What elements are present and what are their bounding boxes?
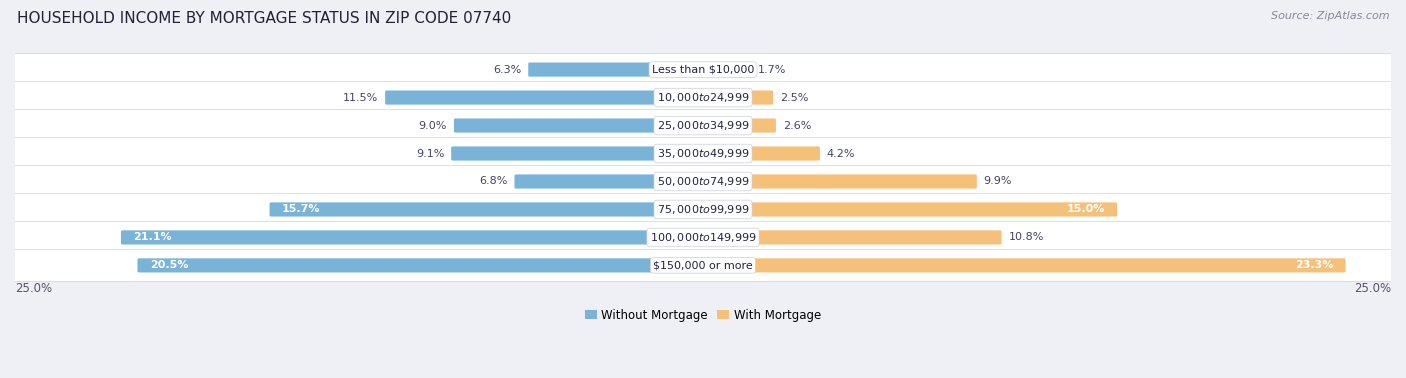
FancyBboxPatch shape [454,118,704,133]
FancyBboxPatch shape [702,174,977,189]
FancyBboxPatch shape [702,90,773,105]
Text: 21.1%: 21.1% [134,232,172,242]
Text: 9.0%: 9.0% [419,121,447,130]
FancyBboxPatch shape [702,258,1346,273]
Text: 15.0%: 15.0% [1066,204,1105,214]
FancyBboxPatch shape [10,249,1396,281]
Text: 25.0%: 25.0% [15,282,52,295]
Text: 1.7%: 1.7% [758,65,786,74]
FancyBboxPatch shape [10,82,1396,113]
FancyBboxPatch shape [702,118,776,133]
Text: 9.1%: 9.1% [416,149,444,158]
Text: 6.3%: 6.3% [494,65,522,74]
FancyBboxPatch shape [270,202,704,217]
Legend: Without Mortgage, With Mortgage: Without Mortgage, With Mortgage [581,304,825,327]
FancyBboxPatch shape [10,138,1396,169]
FancyBboxPatch shape [702,230,1001,245]
FancyBboxPatch shape [702,202,1118,217]
FancyBboxPatch shape [10,54,1396,85]
Text: 23.3%: 23.3% [1295,260,1333,270]
Text: $100,000 to $149,999: $100,000 to $149,999 [650,231,756,244]
Text: HOUSEHOLD INCOME BY MORTGAGE STATUS IN ZIP CODE 07740: HOUSEHOLD INCOME BY MORTGAGE STATUS IN Z… [17,11,512,26]
Text: 2.5%: 2.5% [780,93,808,102]
FancyBboxPatch shape [529,62,704,77]
Text: 6.8%: 6.8% [479,177,508,186]
Text: 4.2%: 4.2% [827,149,855,158]
Text: $75,000 to $99,999: $75,000 to $99,999 [657,203,749,216]
Text: $35,000 to $49,999: $35,000 to $49,999 [657,147,749,160]
Text: 2.6%: 2.6% [783,121,811,130]
FancyBboxPatch shape [385,90,704,105]
FancyBboxPatch shape [138,258,704,273]
Text: 11.5%: 11.5% [343,93,378,102]
FancyBboxPatch shape [121,230,704,245]
Text: $10,000 to $24,999: $10,000 to $24,999 [657,91,749,104]
Text: 20.5%: 20.5% [150,260,188,270]
FancyBboxPatch shape [515,174,704,189]
Text: 15.7%: 15.7% [283,204,321,214]
FancyBboxPatch shape [702,146,820,161]
FancyBboxPatch shape [10,110,1396,141]
Text: Source: ZipAtlas.com: Source: ZipAtlas.com [1271,11,1389,21]
Text: $50,000 to $74,999: $50,000 to $74,999 [657,175,749,188]
Text: 25.0%: 25.0% [1354,282,1391,295]
Text: 9.9%: 9.9% [984,177,1012,186]
Text: Less than $10,000: Less than $10,000 [652,65,754,74]
Text: 10.8%: 10.8% [1008,232,1043,242]
Text: $150,000 or more: $150,000 or more [654,260,752,270]
FancyBboxPatch shape [10,166,1396,197]
FancyBboxPatch shape [10,222,1396,253]
FancyBboxPatch shape [10,194,1396,225]
Text: $25,000 to $34,999: $25,000 to $34,999 [657,119,749,132]
FancyBboxPatch shape [451,146,704,161]
FancyBboxPatch shape [702,62,751,77]
